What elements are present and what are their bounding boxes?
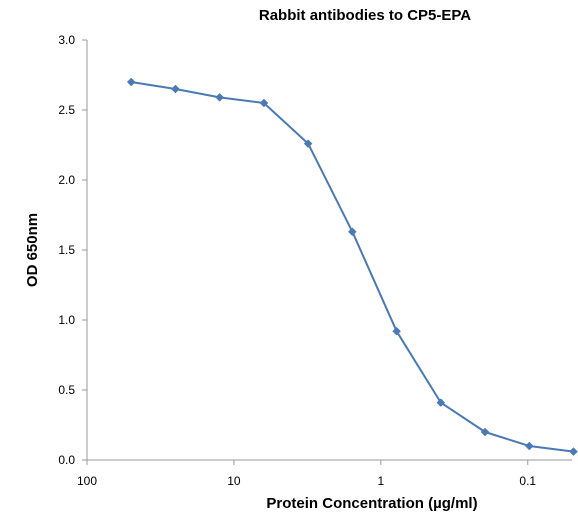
data-point-marker <box>392 326 401 336</box>
y-tick-label: 1.0 <box>58 313 75 327</box>
chart-title: Rabbit antibodies to CP5-EPA <box>259 7 471 24</box>
x-tick-label: 0.1 <box>519 474 536 488</box>
y-tick-label: 2.0 <box>58 173 75 187</box>
y-axis-title: OD 650nm <box>24 213 41 287</box>
x-tick-label: 10 <box>227 474 241 488</box>
data-point-marker <box>171 84 180 94</box>
data-point-marker <box>303 139 313 148</box>
y-tick-label: 3.0 <box>58 33 75 47</box>
y-tick-label: 0.5 <box>58 383 75 397</box>
data-point-marker <box>569 447 578 456</box>
data-point-marker <box>524 441 534 451</box>
data-point-marker <box>126 77 136 87</box>
y-tick-label: 1.5 <box>58 243 75 257</box>
y-tick-label: 2.5 <box>58 103 75 117</box>
x-tick-label: 1 <box>378 474 385 488</box>
data-point-marker <box>348 227 357 237</box>
x-tick-label: 100 <box>77 474 97 488</box>
data-point-marker <box>259 98 269 108</box>
series-line <box>131 81 574 453</box>
data-point-marker <box>436 398 446 407</box>
axes: 0.0 0.5 1.0 1.5 2.0 2.5 3.0 100 10 1 0.1 <box>58 33 572 488</box>
series-layer <box>126 77 578 456</box>
data-point-marker <box>215 93 225 102</box>
y-tick-label: 0.0 <box>58 453 75 467</box>
data-point-marker <box>480 427 490 437</box>
x-axis-title: Protein Concentration (µg/ml) <box>266 495 477 512</box>
